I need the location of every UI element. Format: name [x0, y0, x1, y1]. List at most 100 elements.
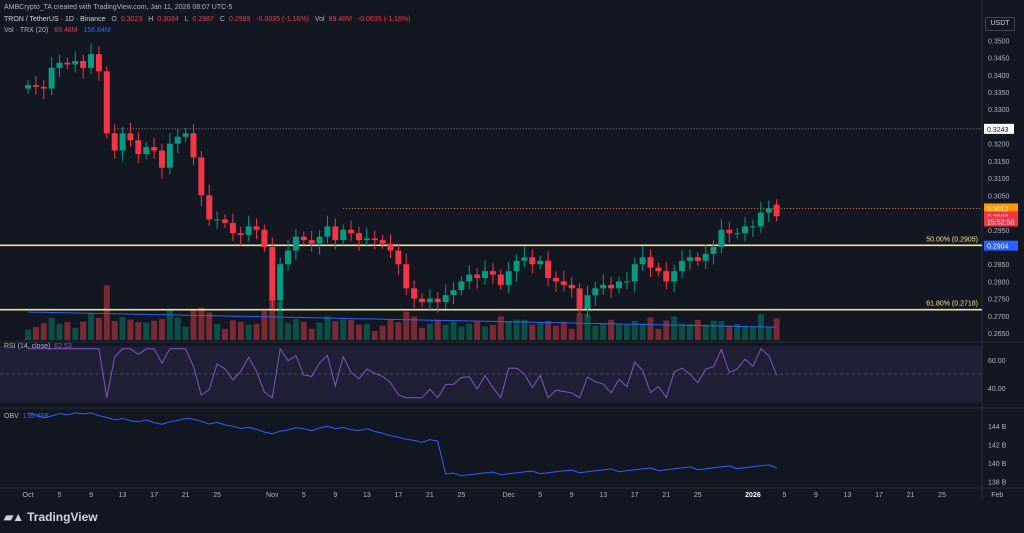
- candle-body: [608, 284, 615, 289]
- candle-body: [419, 298, 425, 303]
- volume-bar: [48, 317, 55, 340]
- volume-bar: [403, 311, 410, 340]
- currency-button[interactable]: USDT: [985, 17, 1015, 31]
- time-tick-label: 21: [662, 492, 670, 499]
- candle-body: [127, 133, 134, 141]
- candle-body: [655, 267, 662, 272]
- candle-body: [450, 290, 457, 296]
- volume-bar: [229, 320, 236, 340]
- volume-bar: [64, 321, 71, 340]
- price-tick-label: 0.2750: [988, 297, 1010, 304]
- resistance-label: 0.3243: [987, 127, 1009, 134]
- candle-body: [25, 85, 31, 89]
- candle-body: [135, 140, 142, 154]
- price-badge: [984, 240, 1018, 251]
- candle-body: [639, 257, 646, 265]
- price-tick-label: 0.3450: [988, 56, 1010, 63]
- volume-bar: [80, 321, 87, 340]
- candle-body: [482, 271, 489, 278]
- price-badge-label: 15:52:58: [987, 220, 1014, 227]
- candle-body: [95, 54, 102, 72]
- volume-bar: [489, 324, 496, 340]
- tradingview-icon: ▰▲: [4, 510, 24, 524]
- candle-body: [757, 212, 764, 227]
- candle-body: [568, 284, 575, 289]
- candle-body: [489, 271, 496, 275]
- volume-bar: [497, 316, 504, 340]
- candle-body: [765, 208, 772, 213]
- time-tick-label: 5: [783, 492, 787, 499]
- time-tick-label: 17: [150, 492, 158, 499]
- volume-bar: [95, 318, 102, 340]
- volume-bar: [765, 327, 772, 340]
- time-tick-label: 9: [814, 492, 818, 499]
- candle-body: [151, 147, 158, 151]
- volume-bar: [182, 326, 189, 340]
- volume-bar: [450, 321, 457, 340]
- volume-bar: [663, 320, 670, 340]
- candle-body: [694, 257, 701, 261]
- candle-body: [245, 226, 252, 235]
- volume-bar: [316, 322, 323, 340]
- candle-body: [253, 226, 260, 230]
- volume-bar: [584, 314, 591, 340]
- volume-bar: [474, 321, 481, 340]
- price-tick-label: 0.3100: [988, 176, 1010, 183]
- candle-body: [521, 257, 528, 261]
- volume-bar: [434, 319, 441, 340]
- volume-bar: [143, 322, 150, 340]
- price-tick-label: 0.2850: [988, 262, 1010, 269]
- candle-body: [143, 147, 150, 154]
- volume-bar: [631, 321, 638, 340]
- volume-bar: [111, 321, 118, 340]
- candle-body: [324, 226, 331, 237]
- candle-body: [371, 238, 378, 241]
- volume-bar: [324, 316, 331, 340]
- volume-bar: [679, 323, 686, 340]
- volume-bar: [119, 317, 126, 340]
- candle-body: [576, 288, 583, 309]
- price-tick-label: 0.3150: [988, 159, 1010, 166]
- symbol-line: TRON / TetherUS · 1D · Binance O 0.3023 H…: [4, 16, 411, 23]
- candle-body: [395, 250, 402, 265]
- candle-body: [671, 271, 678, 282]
- time-tick-label: 25: [458, 492, 466, 499]
- volume-bar: [623, 325, 630, 340]
- rsi-legend: RSI (14, close) 62.53: [4, 343, 72, 350]
- time-tick-label: Nov: [266, 492, 279, 499]
- candle-body: [387, 243, 394, 251]
- candle-body: [537, 260, 544, 265]
- volume-bar: [442, 324, 449, 340]
- candle-body: [158, 150, 165, 168]
- price-badge: [984, 203, 1018, 214]
- volume-bar: [355, 324, 362, 340]
- volume-bar: [253, 323, 260, 340]
- volume-bar: [710, 320, 717, 340]
- volume-ma-line: [27, 311, 777, 328]
- volume-bar: [395, 322, 402, 340]
- time-tick-label: 17: [394, 492, 402, 499]
- obv-legend: OBV 139.45B: [4, 413, 49, 420]
- volume-bar: [222, 328, 228, 340]
- time-tick-label: 13: [363, 492, 371, 499]
- volume-bar: [560, 321, 567, 340]
- volume-bar: [32, 326, 39, 340]
- volume-bar: [576, 313, 583, 340]
- candle-body: [497, 274, 504, 285]
- price-tick-label: 0.2700: [988, 314, 1010, 321]
- volume-bar: [40, 322, 47, 340]
- price-badge: [984, 216, 1018, 227]
- candle-body: [40, 86, 47, 89]
- price-tick-label: 0.3500: [988, 38, 1010, 45]
- volume-bar: [742, 326, 749, 340]
- volume-bar: [726, 325, 733, 340]
- volume-bar: [135, 322, 142, 340]
- volume-bar: [545, 321, 552, 340]
- volume-bar: [702, 324, 709, 340]
- candle-body: [742, 226, 749, 234]
- candle-body: [679, 260, 686, 272]
- candle-body: [292, 236, 299, 251]
- volume-bar: [25, 329, 31, 340]
- volume-bar: [749, 327, 756, 340]
